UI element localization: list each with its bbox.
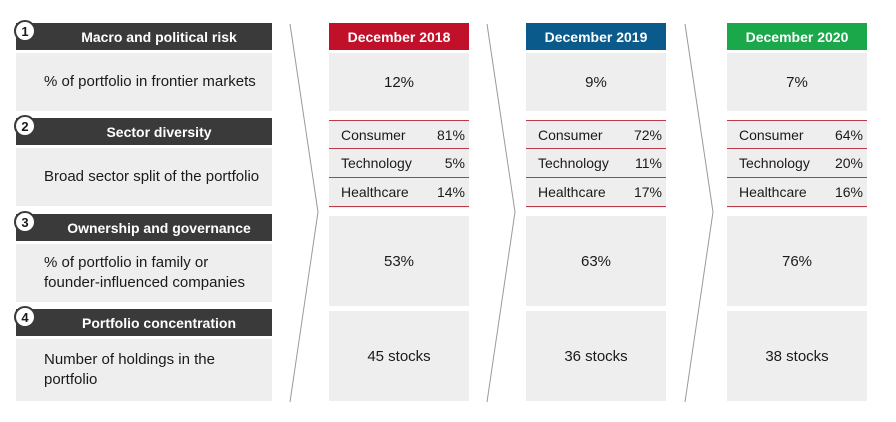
- holdings-value: 36 stocks: [526, 311, 666, 401]
- sector-value: 14%: [436, 184, 465, 200]
- criterion-4-description-text: Number of holdings in the portfolio: [44, 351, 215, 388]
- criterion-1-description: % of portfolio in frontier markets: [16, 53, 272, 111]
- sector-name: Healthcare: [341, 184, 409, 200]
- criterion-3-description-text: % of portfolio in family or founder-infl…: [44, 254, 245, 291]
- criterion-2-header: Sector diversity: [16, 118, 272, 145]
- chevron-arrow-1: [289, 23, 319, 403]
- sector-name: Technology: [341, 155, 412, 171]
- criterion-4-number: 4: [21, 309, 29, 325]
- period-label: December 2020: [745, 28, 849, 45]
- sector-name: Consumer: [538, 126, 603, 143]
- sector-value: 5%: [444, 155, 465, 171]
- period-label: December 2018: [347, 28, 451, 45]
- criterion-2-title: Sector diversity: [106, 123, 212, 140]
- sector-row: Healthcare 14%: [329, 178, 469, 207]
- sector-value: 72%: [633, 126, 662, 143]
- sector-row: Technology 20%: [727, 149, 867, 178]
- sector-value: 16%: [834, 184, 863, 200]
- chevron-arrow-2: [486, 23, 516, 403]
- sector-row: Technology 5%: [329, 149, 469, 178]
- criterion-3-badge: 3: [14, 211, 36, 233]
- criterion-3-header: Ownership and governance: [16, 214, 272, 241]
- sector-row: Consumer 81%: [329, 120, 469, 149]
- sector-split: Consumer 81% Technology 5% Healthcare 14%: [329, 120, 469, 208]
- holdings-value-text: 38 stocks: [765, 347, 829, 365]
- period-column-2019: December 2019 9% Consumer 72% Technology 1…: [526, 0, 666, 422]
- family-value-text: 63%: [580, 252, 612, 270]
- criterion-1-header: Macro and political risk: [16, 23, 272, 50]
- sector-row: Consumer 72%: [526, 120, 666, 149]
- criterion-2-number: 2: [21, 118, 29, 134]
- frontier-value-text: 7%: [786, 73, 808, 91]
- sector-value: 20%: [834, 155, 863, 171]
- sector-value: 64%: [834, 126, 863, 143]
- criterion-4-header: Portfolio concentration: [16, 309, 272, 336]
- sector-value: 81%: [436, 126, 465, 143]
- criterion-2-description: Broad sector split of the portfolio: [16, 148, 272, 206]
- chevron-arrow-3: [684, 23, 714, 403]
- sector-row: Technology 11%: [526, 149, 666, 178]
- family-value: 63%: [526, 216, 666, 306]
- sector-value: 11%: [635, 155, 662, 171]
- sector-row: Healthcare 17%: [526, 178, 666, 207]
- criterion-2-badge: 2: [14, 115, 36, 137]
- sector-name: Healthcare: [538, 184, 606, 200]
- sector-row: Healthcare 16%: [727, 178, 867, 207]
- frontier-value: 9%: [526, 53, 666, 111]
- sector-name: Technology: [538, 155, 609, 171]
- criterion-4-description: Number of holdings in the portfolio: [16, 339, 272, 401]
- criterion-3-number: 3: [21, 214, 29, 230]
- criterion-1-badge: 1: [14, 20, 36, 42]
- holdings-value-text: 36 stocks: [564, 347, 628, 365]
- sector-name: Consumer: [341, 126, 406, 143]
- criterion-4-title: Portfolio concentration: [82, 314, 236, 331]
- period-column-2020: December 2020 7% Consumer 64% Technology 2…: [727, 0, 867, 422]
- sector-name: Technology: [739, 155, 810, 171]
- frontier-value-text: 9%: [585, 73, 607, 91]
- criterion-3-description: % of portfolio in family or founder-infl…: [16, 244, 272, 302]
- period-header: December 2020: [727, 23, 867, 50]
- holdings-value-text: 45 stocks: [367, 347, 431, 365]
- family-value-text: 76%: [781, 252, 813, 270]
- criterion-1-title: Macro and political risk: [81, 28, 237, 45]
- frontier-value: 12%: [329, 53, 469, 111]
- family-value-text: 53%: [383, 252, 415, 270]
- holdings-value: 45 stocks: [329, 311, 469, 401]
- sector-value: 17%: [633, 184, 662, 200]
- family-value: 76%: [727, 216, 867, 306]
- sector-name: Healthcare: [739, 184, 807, 200]
- criterion-4-badge: 4: [14, 306, 36, 328]
- period-column-2018: December 2018 12% Consumer 81% Technology…: [329, 0, 469, 422]
- period-header: December 2018: [329, 23, 469, 50]
- sector-split: Consumer 64% Technology 20% Healthcare 16%: [727, 120, 867, 208]
- sector-name: Consumer: [739, 126, 804, 143]
- frontier-value-text: 12%: [383, 73, 415, 91]
- frontier-value: 7%: [727, 53, 867, 111]
- sector-row: Consumer 64%: [727, 120, 867, 149]
- holdings-value: 38 stocks: [727, 311, 867, 401]
- criterion-3-title: Ownership and governance: [67, 219, 251, 236]
- sector-split: Consumer 72% Technology 11% Healthcare 17%: [526, 120, 666, 208]
- criterion-1-number: 1: [21, 23, 29, 39]
- period-label: December 2019: [544, 28, 648, 45]
- family-value: 53%: [329, 216, 469, 306]
- criterion-2-description-text: Broad sector split of the portfolio: [44, 168, 260, 185]
- criterion-1-description-text: % of portfolio in frontier markets: [44, 73, 256, 90]
- period-header: December 2019: [526, 23, 666, 50]
